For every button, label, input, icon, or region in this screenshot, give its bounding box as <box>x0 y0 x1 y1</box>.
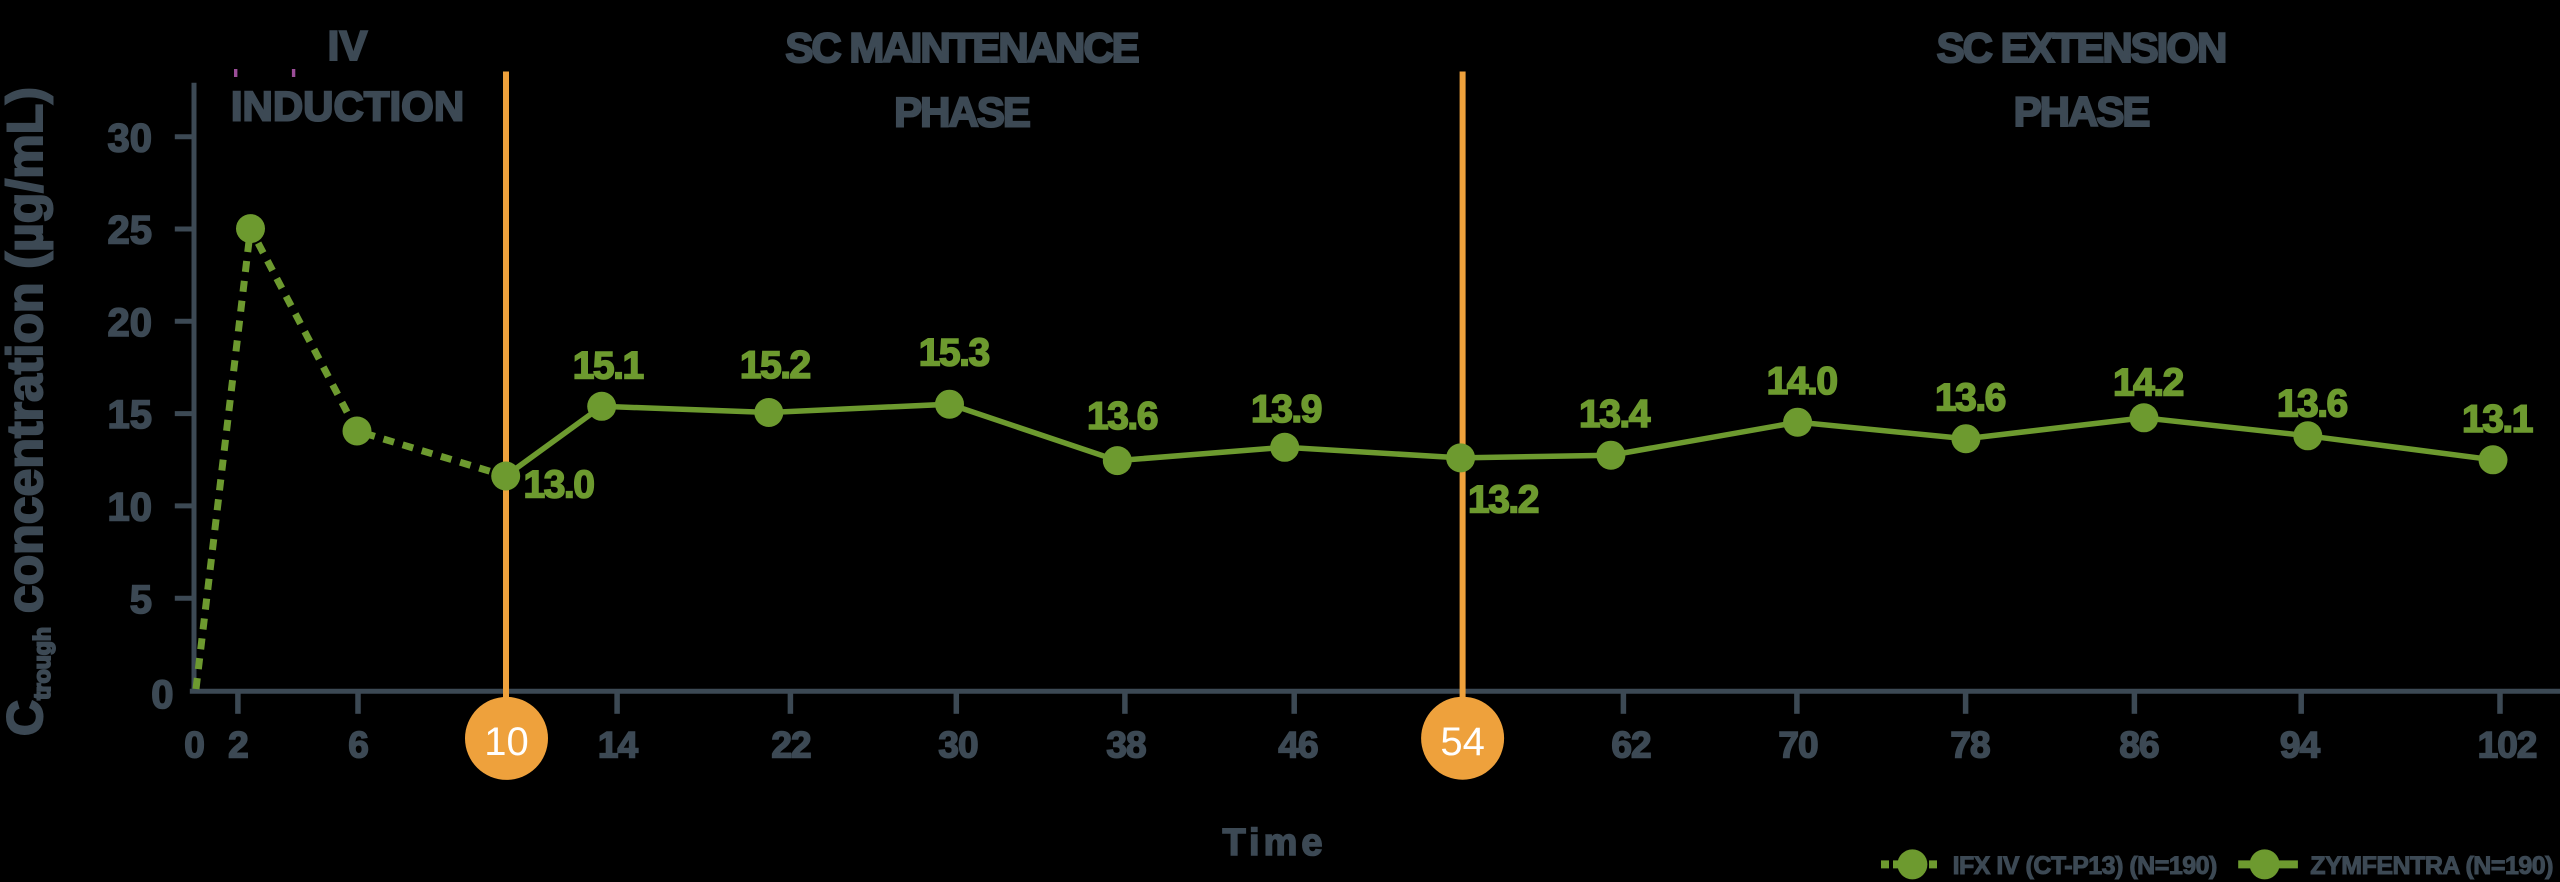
svg-text:102: 102 <box>2478 725 2537 766</box>
svg-text:15.3: 15.3 <box>919 332 990 375</box>
svg-text:62: 62 <box>1611 725 1651 766</box>
svg-text:0: 0 <box>151 673 173 717</box>
svg-text:10: 10 <box>484 720 529 764</box>
svg-text:INDUCTION: INDUCTION <box>231 83 464 130</box>
svg-text:15: 15 <box>108 393 153 437</box>
svg-text:IFX IV (CT-P13) (N=190): IFX IV (CT-P13) (N=190) <box>1953 852 2217 880</box>
svg-text:Time: Time <box>1222 822 1326 864</box>
svg-text:SC MAINTENANCE: SC MAINTENANCE <box>785 24 1138 71</box>
svg-text:14.0: 14.0 <box>1767 360 1838 403</box>
svg-text:13.0: 13.0 <box>524 463 595 506</box>
svg-text:13.1: 13.1 <box>2462 398 2533 441</box>
svg-text:0: 0 <box>184 725 204 766</box>
svg-text:14: 14 <box>598 725 639 766</box>
svg-text:86: 86 <box>2119 725 2159 766</box>
svg-text:38: 38 <box>1106 725 1146 766</box>
svg-text:13.6: 13.6 <box>1935 377 2006 420</box>
svg-text:13.2: 13.2 <box>1468 479 1539 522</box>
svg-text:PHASE: PHASE <box>2014 88 2150 135</box>
svg-text:14.2: 14.2 <box>2113 362 2184 405</box>
svg-text:13.9: 13.9 <box>1251 388 1322 431</box>
svg-text:70: 70 <box>1778 725 1818 766</box>
svg-text:10: 10 <box>108 486 153 530</box>
svg-text:15.2: 15.2 <box>740 344 811 387</box>
svg-text:SC EXTENSION: SC EXTENSION <box>1937 24 2226 71</box>
svg-text:PHASE: PHASE <box>894 89 1030 136</box>
svg-text:30: 30 <box>938 725 978 766</box>
svg-text:ZYMFENTRA (N=190): ZYMFENTRA (N=190) <box>2310 852 2553 880</box>
svg-text:13.4: 13.4 <box>1579 393 1651 436</box>
svg-text:22: 22 <box>771 725 811 766</box>
svg-text:54: 54 <box>1440 720 1485 764</box>
svg-text:78: 78 <box>1950 725 1990 766</box>
svg-text:Ctrough concentration (µg/mL): Ctrough concentration (µg/mL) <box>0 87 55 736</box>
svg-text:IV: IV <box>328 22 368 69</box>
svg-text:46: 46 <box>1278 725 1318 766</box>
svg-text:15.1: 15.1 <box>573 345 644 388</box>
svg-text:13.6: 13.6 <box>1087 395 1158 438</box>
svg-text:6: 6 <box>348 725 368 766</box>
svg-text:20: 20 <box>108 301 153 345</box>
svg-text:25: 25 <box>108 209 153 253</box>
svg-text:94: 94 <box>2280 725 2321 766</box>
svg-text:13.6: 13.6 <box>2277 383 2348 426</box>
svg-text:2: 2 <box>228 725 248 766</box>
svg-text:5: 5 <box>130 578 152 622</box>
svg-text:30: 30 <box>108 116 153 160</box>
